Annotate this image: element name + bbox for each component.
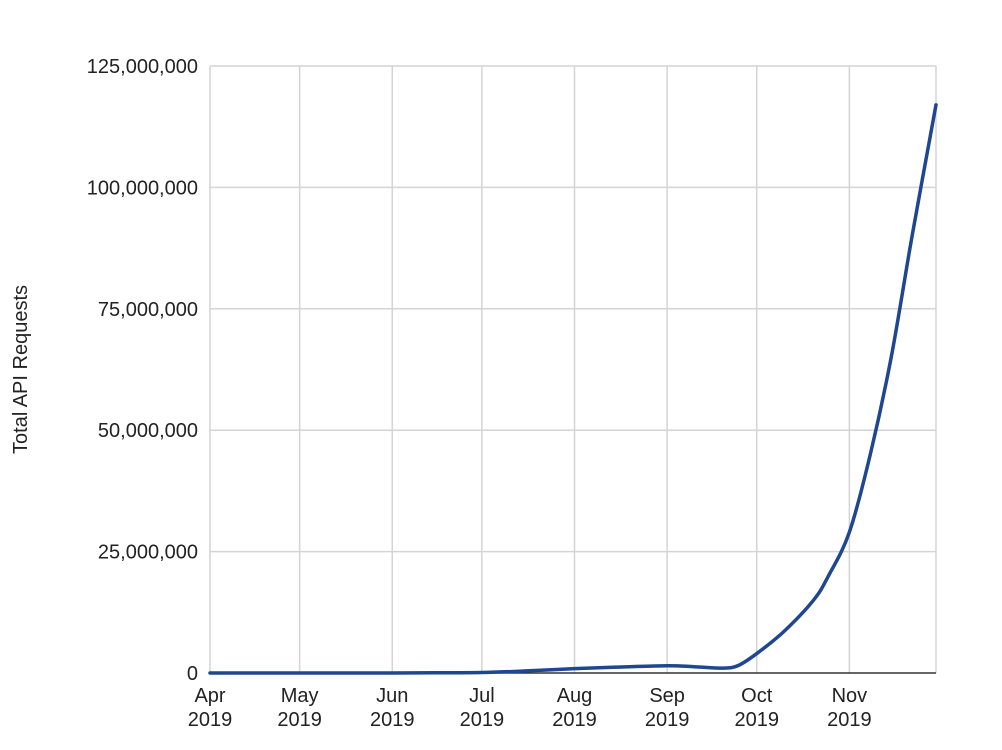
x-tick-label: Nov 2019: [827, 685, 872, 731]
series-layer: [208, 103, 938, 675]
series-line: [208, 103, 938, 675]
x-tick-label: Sep 2019: [645, 685, 690, 731]
x-gridlines: [209, 66, 937, 673]
y-tick-label: 50,000,000: [98, 420, 198, 442]
y-tick-label: 100,000,000: [87, 177, 198, 199]
x-tick-label: Apr 2019: [188, 685, 233, 731]
y-axis-title: Total API Requests: [10, 285, 32, 454]
x-tick-label: Jul 2019: [460, 685, 505, 731]
x-tick-label: Oct 2019: [734, 685, 779, 731]
y-tick-label: 75,000,000: [98, 299, 198, 321]
y-gridlines: [210, 65, 936, 553]
y-tick-label: 125,000,000: [87, 56, 198, 78]
y-tick-labels: 0 25,000,000 50,000,000 75,000,000 100,000,0…: [87, 56, 198, 685]
x-tick-labels: Apr 2019 May 2019 Jun 2019 Jul 2019 Aug 2019 Sep 20…: [188, 685, 872, 731]
y-tick-label: 25,000,000: [98, 542, 198, 564]
x-tick-label: May 2019: [277, 685, 322, 731]
x-tick-label: Aug 2019: [552, 685, 597, 731]
x-tick-label: Jun 2019: [370, 685, 415, 731]
y-tick-label: 0: [187, 663, 198, 685]
